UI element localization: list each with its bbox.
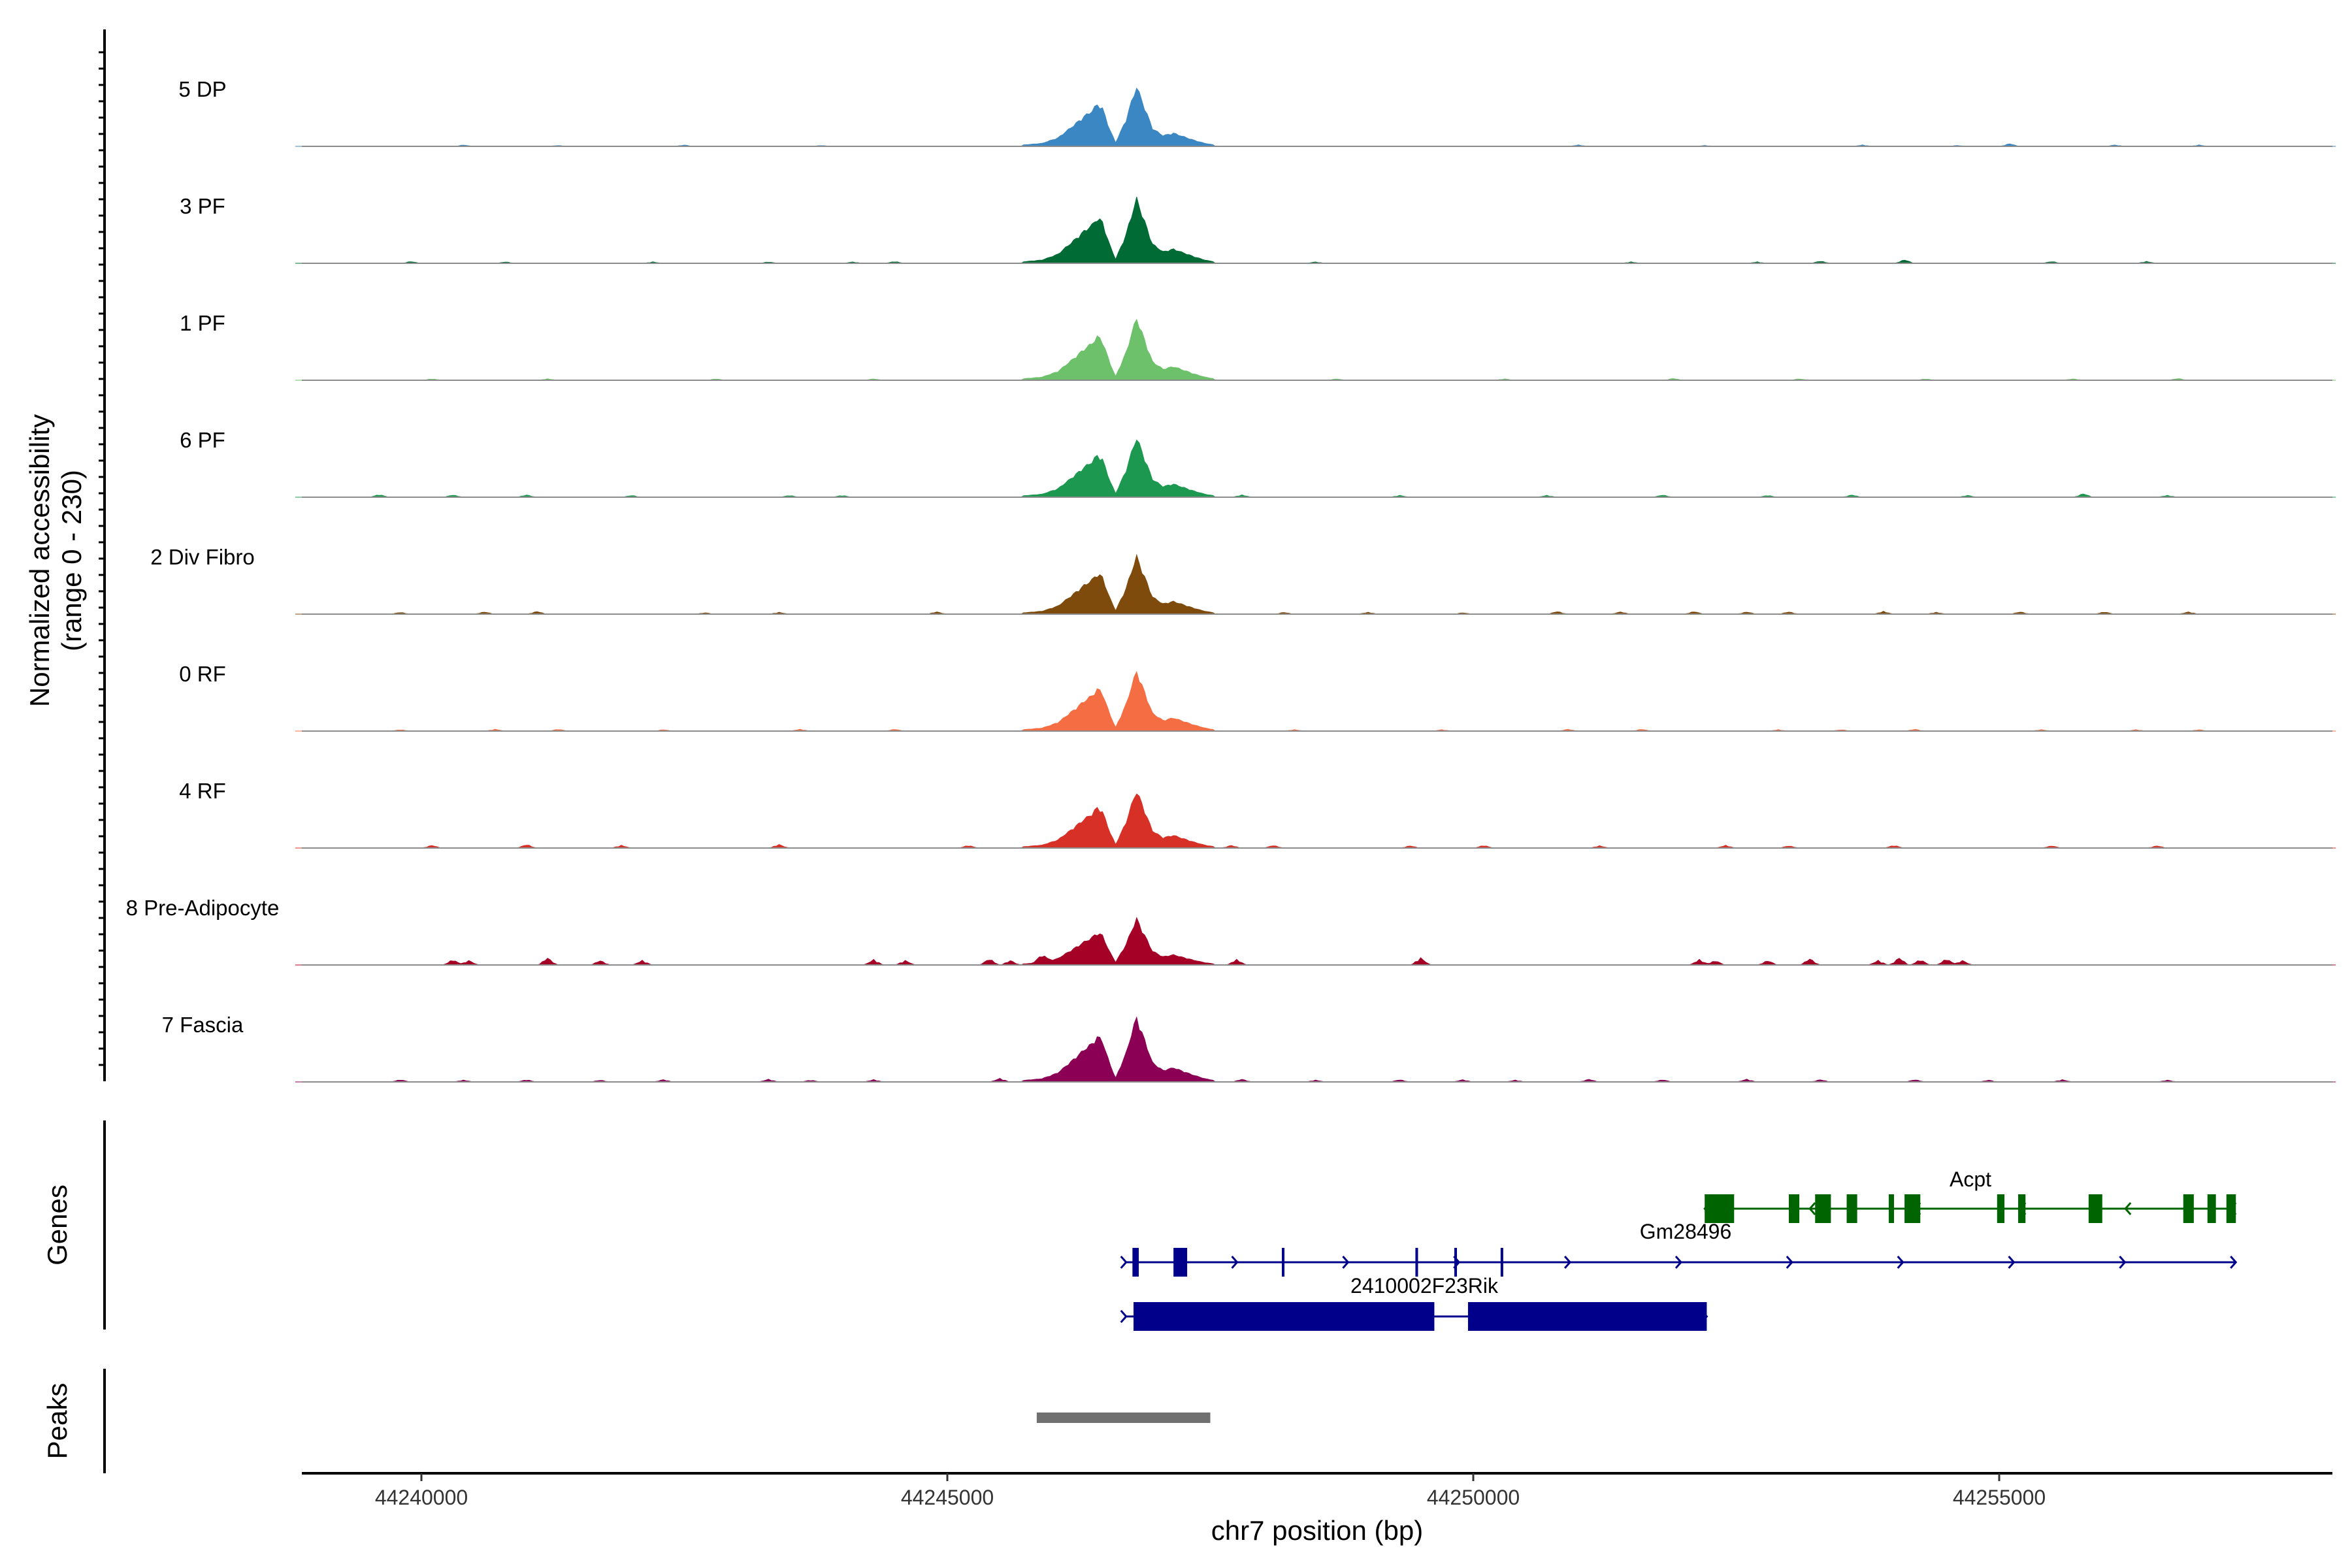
track-3-pf xyxy=(295,197,2336,264)
gene-annotations xyxy=(1120,1194,2238,1331)
x-tick-label-44255000: 44255000 xyxy=(1953,1486,2046,1509)
exon xyxy=(1415,1248,1418,1277)
x-tick-label-44245000: 44245000 xyxy=(901,1486,994,1509)
exon xyxy=(1705,1194,1735,1223)
x-tick-label-44240000: 44240000 xyxy=(375,1486,468,1509)
exon xyxy=(2017,1194,2026,1223)
gene-acpt xyxy=(1703,1194,2237,1223)
exon xyxy=(1467,1302,1707,1331)
exon xyxy=(1904,1194,1921,1223)
track-5-dp xyxy=(295,87,2336,147)
gene-label-gm28496: Gm28496 xyxy=(1640,1220,1732,1243)
strand-arrow xyxy=(1342,1256,1350,1269)
track-label-6-pf: 6 PF xyxy=(180,428,225,452)
x-axis-ticks xyxy=(420,1473,2001,1481)
coverage-y-axis-ticks xyxy=(99,51,105,1066)
peak-regions xyxy=(1036,1413,1211,1423)
strand-arrow xyxy=(1674,1256,1682,1269)
track-4-rf xyxy=(295,793,2336,849)
exon xyxy=(1888,1194,1894,1223)
track-label-4-rf: 4 RF xyxy=(179,779,226,803)
strand-arrow xyxy=(1786,1256,1793,1269)
track-label-0-rf: 0 RF xyxy=(179,662,226,686)
track-label-8-pre-adipocyte: 8 Pre-Adipocyte xyxy=(126,896,280,920)
track-1-pf xyxy=(295,318,2336,381)
strand-arrow xyxy=(1897,1256,1904,1269)
exon xyxy=(2183,1194,2194,1223)
genes-panel-label: Genes xyxy=(42,1184,73,1266)
exon xyxy=(1173,1248,1188,1277)
track-label-7-fascia: 7 Fascia xyxy=(162,1013,244,1037)
strand-arrow xyxy=(1120,1310,1128,1323)
peak-region xyxy=(1036,1413,1211,1423)
gene-label-acpt: Acpt xyxy=(1950,1168,1991,1191)
track-7-fascia xyxy=(295,1016,2336,1083)
track-8-pre-adipocyte xyxy=(295,917,2336,966)
strand-arrow xyxy=(2124,1202,2132,1215)
exon xyxy=(2088,1194,2102,1223)
track-label-3-pf: 3 PF xyxy=(180,194,225,218)
gene-2410002f23rik xyxy=(1120,1302,1708,1331)
track-label-5-dp: 5 DP xyxy=(178,77,226,101)
strand-arrow xyxy=(2008,1256,2016,1269)
strand-arrow xyxy=(2230,1256,2238,1269)
track-2-div-fibro xyxy=(295,553,2336,615)
exon xyxy=(2226,1194,2236,1223)
y-axis-title-line1: Normalized accessibility xyxy=(24,414,55,707)
gene-gm28496 xyxy=(1120,1248,2238,1277)
exon xyxy=(2207,1194,2216,1223)
track-6-pf xyxy=(295,439,2336,498)
strand-arrow xyxy=(1120,1256,1128,1269)
track-label-2-div-fibro: 2 Div Fibro xyxy=(150,545,255,569)
exon xyxy=(1846,1194,1857,1223)
strand-arrow xyxy=(1231,1256,1239,1269)
exon xyxy=(1454,1248,1458,1277)
x-axis-title: chr7 position (bp) xyxy=(1211,1515,1424,1546)
strand-arrow xyxy=(1563,1256,1572,1269)
exon xyxy=(1132,1248,1139,1277)
exon xyxy=(1500,1248,1503,1277)
gene-label-2410002f23rik: 2410002F23Rik xyxy=(1350,1274,1499,1298)
exon xyxy=(1281,1248,1284,1277)
strand-arrow xyxy=(1808,1202,1816,1215)
y-axis-title-line2: (range 0 - 230) xyxy=(56,470,87,651)
exon xyxy=(1789,1194,1800,1223)
exon xyxy=(1133,1302,1435,1331)
exon xyxy=(1997,1194,2005,1223)
x-tick-label-44250000: 44250000 xyxy=(1427,1486,1520,1509)
coverage-tracks xyxy=(295,87,2336,1083)
track-0-rf xyxy=(295,670,2336,732)
peaks-panel-label: Peaks xyxy=(42,1383,73,1460)
exon xyxy=(1815,1194,1831,1223)
track-label-1-pf: 1 PF xyxy=(180,311,225,335)
strand-arrow xyxy=(2119,1256,2127,1269)
